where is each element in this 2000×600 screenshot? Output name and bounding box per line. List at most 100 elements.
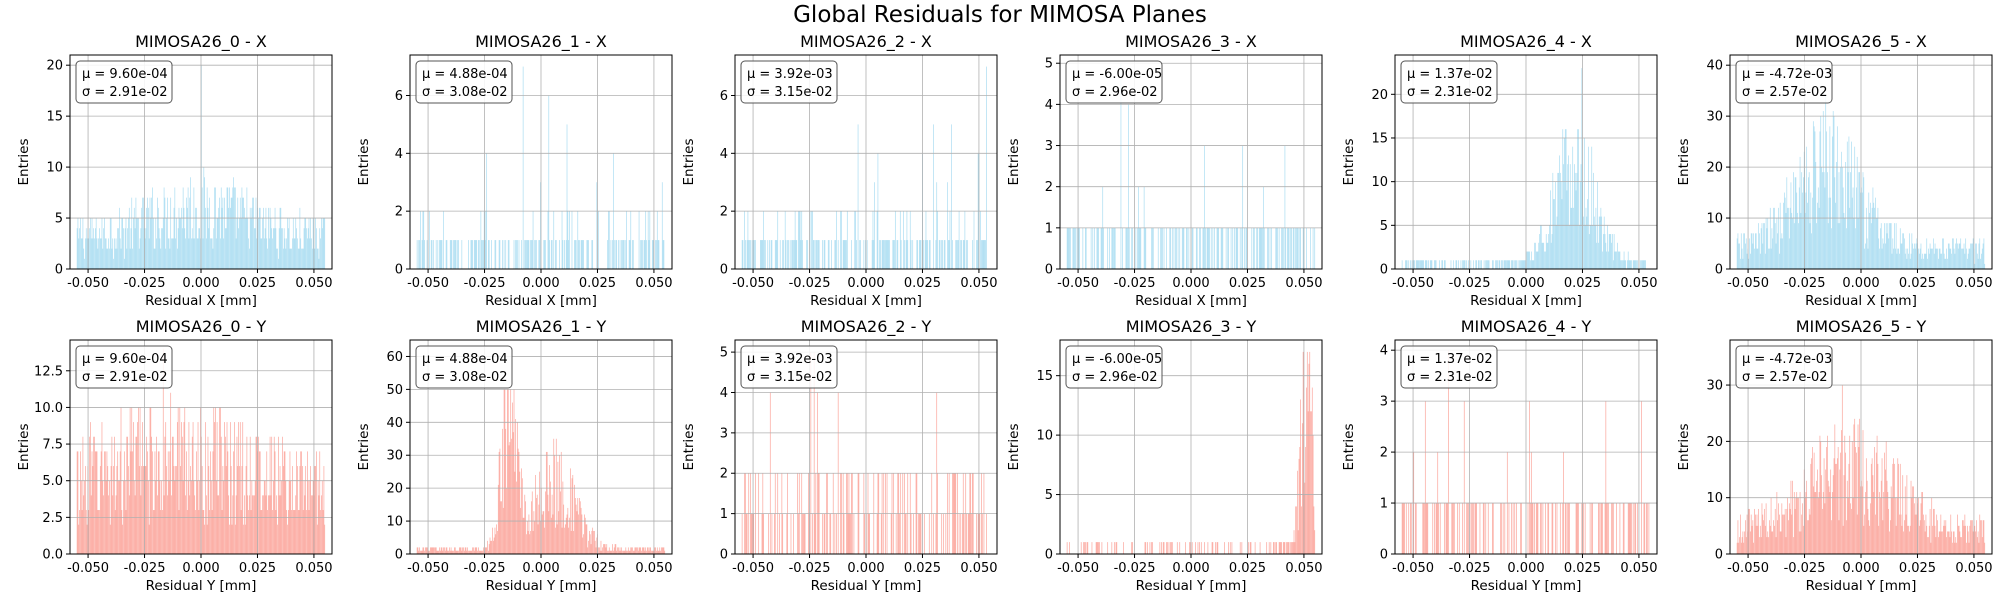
- histogram-bar: [128, 218, 129, 269]
- histogram-bar: [655, 547, 656, 554]
- histogram-bar: [971, 513, 972, 554]
- histogram-bar: [1643, 503, 1645, 554]
- histogram-bar: [180, 466, 181, 554]
- histogram-bar: [550, 481, 551, 554]
- histogram-bar: [154, 451, 156, 554]
- y-tick-label: 12.5: [34, 364, 63, 379]
- histogram-bar: [1872, 187, 1874, 269]
- histogram-bar: [1954, 253, 1956, 269]
- subplot-title: MIMOSA26_1 - Y: [476, 317, 607, 337]
- histogram-bar: [1755, 525, 1757, 554]
- histogram-bar: [1463, 260, 1465, 269]
- histogram-bar: [114, 510, 116, 554]
- histogram-bar: [1288, 227, 1290, 269]
- histogram-bar: [286, 238, 287, 269]
- histogram-bar: [439, 240, 441, 269]
- histogram-bar: [1270, 542, 1272, 554]
- histogram-bar: [1446, 503, 1448, 554]
- histogram-bar: [836, 211, 837, 269]
- histogram-bar: [1899, 228, 1901, 269]
- histogram-bar: [1602, 503, 1603, 554]
- histogram-bar: [1923, 514, 1924, 554]
- histogram-bar: [1865, 243, 1866, 269]
- histogram-bar: [153, 510, 155, 554]
- histogram-bar: [268, 495, 269, 554]
- histogram-bar: [1284, 542, 1286, 554]
- histogram-bar: [111, 248, 113, 269]
- histogram-bar: [210, 238, 211, 269]
- histogram-bar: [813, 352, 815, 554]
- histogram-bar: [621, 240, 623, 269]
- histogram-bar: [1094, 227, 1095, 269]
- histogram-bar: [275, 228, 277, 269]
- subplot-10: -0.050 -0.025 0.000 0.025 0.050051015MIMOSA2…: [1006, 317, 1323, 594]
- histogram-bar: [1248, 542, 1249, 554]
- histogram-bar: [622, 240, 624, 269]
- histogram-bar: [1833, 116, 1835, 269]
- histogram-bar: [1627, 251, 1629, 269]
- histogram-bar: [1204, 542, 1205, 554]
- stats-box: [415, 60, 513, 104]
- histogram-bar: [433, 240, 435, 269]
- histogram-bar: [621, 547, 623, 554]
- histogram-bar: [1755, 514, 1756, 554]
- histogram-bar: [816, 240, 817, 269]
- histogram-bar: [745, 240, 746, 269]
- histogram-bar: [526, 240, 528, 269]
- histogram-bar: [829, 513, 831, 554]
- histogram-bar: [1753, 542, 1755, 554]
- histogram-bar: [151, 436, 152, 554]
- histogram-bar: [292, 218, 294, 269]
- histogram-bar: [578, 514, 579, 554]
- histogram-bar: [1981, 537, 1983, 554]
- histogram-bar: [1290, 227, 1292, 269]
- histogram-bar: [1774, 223, 1776, 269]
- histogram-bar: [1788, 238, 1790, 269]
- histogram-bar: [1305, 447, 1306, 554]
- histogram-bar: [1921, 492, 1923, 554]
- histogram-bar: [784, 211, 786, 269]
- histogram-bar: [1415, 503, 1417, 554]
- histogram-bar: [1434, 503, 1435, 554]
- histogram-bar: [1978, 542, 1980, 554]
- histogram-bar: [1977, 258, 1979, 269]
- histogram-bar: [1612, 503, 1614, 554]
- histogram-bar: [1880, 228, 1881, 269]
- histogram-bar: [1293, 227, 1295, 269]
- histogram-bar: [1886, 233, 1888, 269]
- histogram-bar: [1569, 503, 1570, 554]
- histogram-bar: [174, 187, 176, 269]
- histogram-bar: [260, 510, 262, 554]
- histogram-bar: [1182, 227, 1184, 269]
- histogram-bar: [1925, 514, 1927, 554]
- histogram-bar: [1444, 260, 1445, 269]
- histogram-bar: [1788, 207, 1789, 269]
- histogram-bar: [609, 550, 611, 554]
- histogram-bar: [1251, 227, 1253, 269]
- histogram-bar: [1765, 503, 1767, 554]
- histogram-bar: [1942, 238, 1944, 269]
- histogram-bar: [1804, 497, 1806, 554]
- histogram-bar: [579, 240, 580, 269]
- histogram-bar: [1870, 503, 1871, 554]
- histogram-bar: [1072, 227, 1074, 269]
- y-tick-label: 7.5: [42, 438, 63, 453]
- histogram-bar: [1549, 225, 1550, 269]
- x-tick-label: -0.025: [124, 276, 166, 291]
- histogram-bar: [1964, 253, 1966, 269]
- histogram-bar: [437, 550, 439, 554]
- x-tick-label: -0.025: [1449, 561, 1491, 576]
- histogram-bar: [419, 240, 420, 269]
- histogram-bar: [104, 451, 105, 554]
- histogram-bar: [1273, 542, 1275, 554]
- histogram-bar: [522, 66, 524, 269]
- histogram-bar: [823, 513, 825, 554]
- histogram-bar: [763, 513, 764, 554]
- histogram-bar: [1818, 207, 1820, 269]
- histogram-bar: [753, 513, 755, 554]
- histogram-bar: [605, 547, 607, 554]
- histogram-bar: [1138, 227, 1140, 269]
- histogram-bar: [779, 240, 781, 269]
- histogram-bar: [846, 211, 848, 269]
- histogram-bar: [507, 389, 508, 554]
